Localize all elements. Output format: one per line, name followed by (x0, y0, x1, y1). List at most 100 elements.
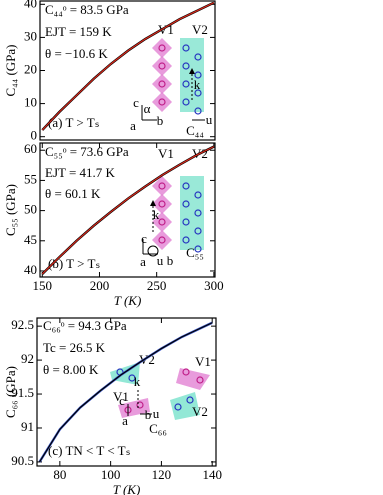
u-out (147, 245, 159, 257)
inset-label: V1 (113, 389, 129, 404)
inset-label: k (134, 374, 141, 389)
x-axis-label: T (K) (114, 293, 142, 308)
plot-frame (36, 317, 217, 467)
v1-site (152, 230, 172, 250)
v1-site (152, 176, 172, 196)
y-axis-label: C₄₄ (GPa) (3, 44, 18, 96)
v1-site (152, 194, 172, 214)
inset-label: u (157, 253, 164, 268)
inset-label: u (153, 406, 160, 421)
atom (158, 200, 166, 208)
atom (158, 80, 166, 88)
y-tick-label: 40 (24, 0, 37, 10)
x-tick-label: 80 (53, 467, 66, 482)
inset-label: C₆₆ (149, 421, 167, 436)
atom (158, 218, 166, 226)
annotation: C₆₆ᵒ = 94.3 GPa (43, 318, 127, 333)
v1-site (152, 74, 172, 94)
y-tick-label: 92.5 (11, 317, 34, 332)
atom (194, 209, 202, 217)
v1-site (152, 92, 172, 112)
x-tick-label: 150 (33, 278, 53, 293)
annotation: θ = 8.00 K (43, 362, 99, 377)
atom (186, 396, 194, 404)
inset-label: k (153, 207, 160, 222)
x-tick-label: 120 (152, 467, 172, 482)
atom (182, 80, 190, 88)
atom (196, 376, 204, 384)
x-tick-label: 100 (101, 467, 121, 482)
x-axis-label: T (K) (113, 482, 141, 495)
annotation: C₄₄ᵒ = 83.5 GPa (45, 2, 129, 17)
fit-line (41, 2, 215, 131)
atom (158, 62, 166, 70)
inset-label: b (145, 407, 152, 422)
y-tick-label: 60 (24, 141, 37, 156)
arrow-head (150, 200, 156, 206)
y-tick-label: 90.5 (11, 453, 34, 468)
annotation: EJT = 159 K (45, 24, 112, 39)
inset-label: C₅₅ (186, 245, 204, 260)
x-tick-label: 200 (90, 278, 110, 293)
inset-label: b (157, 113, 164, 128)
y-tick-label: 0 (31, 128, 38, 143)
y-axis-label: C₅₅ (GPa) (3, 184, 18, 236)
atom (182, 218, 190, 226)
y-tick-label: 91 (21, 419, 34, 434)
atom (128, 374, 136, 382)
y-tick-label: 40 (24, 262, 37, 277)
inset-label: u (206, 112, 213, 127)
x-tick-label: 250 (147, 278, 167, 293)
plot-frame (39, 142, 216, 278)
atom (182, 98, 190, 106)
annotation: (b) T > Tₛ (48, 256, 100, 271)
annotation: (c) TN < T < Tₛ (48, 443, 131, 458)
atom (158, 44, 166, 52)
y-tick-label: 50 (24, 202, 37, 217)
y-tick-label: 45 (24, 232, 37, 247)
x-tick-label: 140 (202, 467, 222, 482)
inset-label: a (122, 413, 128, 428)
annotation: (a) T > Tₛ (48, 115, 100, 130)
atom (194, 227, 202, 235)
v1-site (152, 38, 172, 58)
atom (136, 401, 144, 409)
y-tick-label: 91.5 (11, 385, 34, 400)
inset-label: c (119, 393, 125, 408)
y-tick-label: 92 (21, 351, 34, 366)
atom (174, 403, 182, 411)
atom (194, 71, 202, 79)
atom (182, 236, 190, 244)
atom (194, 53, 202, 61)
inset-label: V1 (158, 146, 174, 161)
annotation: θ = −10.6 K (45, 46, 108, 61)
y-tick-label: 55 (24, 171, 37, 186)
y-tick-label: 20 (24, 61, 37, 76)
atom (182, 44, 190, 52)
fit-line (41, 146, 215, 275)
fit-line (39, 322, 213, 463)
v1-site (152, 56, 172, 76)
y-tick-label: 10 (24, 95, 37, 110)
atom (182, 62, 190, 70)
inset-label: b (167, 253, 174, 268)
inset-label: V2 (192, 404, 208, 419)
v1-site (152, 212, 172, 232)
inset-label: a (130, 118, 136, 133)
y-tick-label: 30 (24, 28, 37, 43)
annotation: θ = 60.1 K (45, 186, 101, 201)
inset-label: V2 (192, 22, 208, 37)
v1-site (176, 368, 210, 390)
annotation: EJT = 41.7 K (45, 165, 116, 180)
atom (194, 89, 202, 97)
inset-label: a (140, 254, 146, 269)
annotation: Tc = 26.5 K (43, 340, 106, 355)
atom (182, 368, 190, 376)
annotation: C₅₅ᵒ = 73.6 GPa (45, 144, 129, 159)
inset-label: α (144, 101, 151, 116)
arrow-head (189, 68, 195, 74)
atom (158, 182, 166, 190)
atom (194, 245, 202, 253)
inset-label: c (141, 231, 147, 246)
inset-label: C₄₄ (186, 123, 204, 138)
